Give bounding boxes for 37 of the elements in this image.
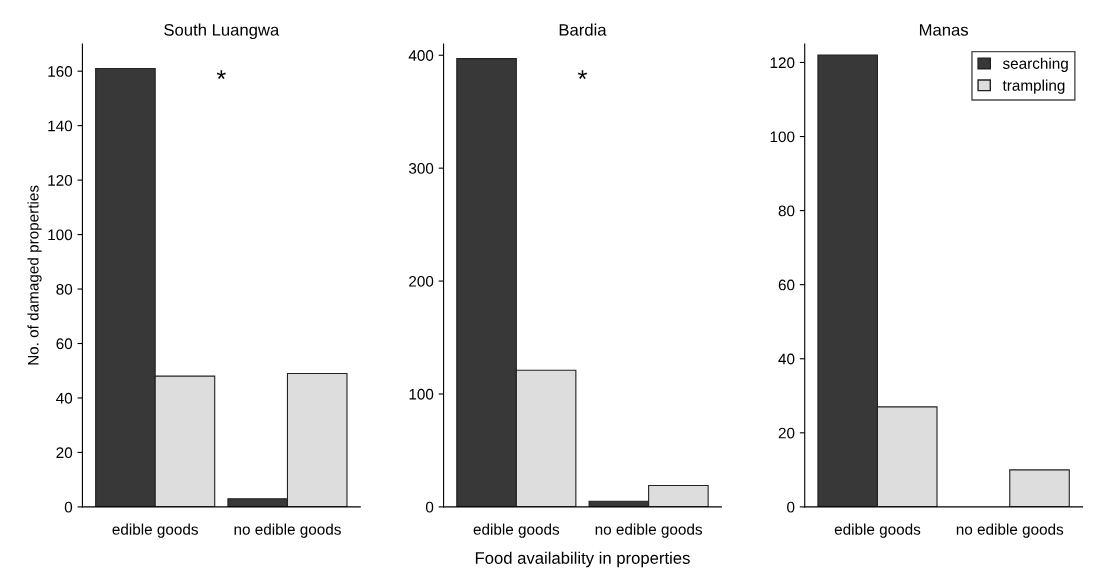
y-tick-label: 100 (48, 229, 73, 241)
y-tick-label: 100 (770, 131, 795, 143)
y-axis-title: No. of damaged properties (27, 185, 42, 365)
y-tick-label: 0 (64, 501, 73, 513)
y-tick-label: 300 (408, 163, 434, 174)
y-tick-label: 160 (48, 66, 73, 77)
x-tick-label: edible goods (112, 523, 198, 538)
x-tick-label: no edible goods (234, 523, 341, 538)
y-tick-label: 40 (778, 353, 795, 365)
y-tick-label: 100 (409, 388, 434, 400)
y-tick-label: 0 (425, 501, 434, 513)
chart-title: Manas (919, 24, 969, 36)
legend-label: trampling (1002, 79, 1065, 94)
bar (1009, 469, 1070, 507)
y-tick-label: 40 (56, 392, 73, 404)
chart-title: Bardia (559, 23, 607, 36)
x-tick-label: no edible goods (595, 523, 703, 538)
annotation: * (216, 70, 226, 80)
x-axis-title: Food availability in properties (475, 551, 690, 568)
y-tick-label: 120 (770, 57, 795, 69)
y-tick-label: 20 (56, 447, 73, 459)
legend-label: searching (1002, 57, 1068, 72)
y-tick-label: 60 (778, 279, 795, 291)
y-tick-label: 60 (56, 338, 73, 350)
y-tick-label: 120 (48, 174, 73, 186)
x-tick-label: edible goods (473, 523, 560, 538)
y-tick-label: 140 (48, 120, 73, 132)
y-tick-label: 400 (408, 50, 434, 61)
chart-title: South Luangwa (164, 23, 280, 40)
y-tick-label: 200 (409, 275, 434, 287)
annotation: * (578, 70, 587, 80)
x-tick-label: no edible goods (956, 523, 1064, 538)
y-tick-label: 20 (778, 427, 795, 439)
y-tick-label: 80 (778, 205, 795, 217)
y-tick-label: 80 (56, 283, 73, 295)
y-tick-label: 0 (787, 501, 795, 513)
x-tick-label: edible goods (834, 523, 921, 538)
